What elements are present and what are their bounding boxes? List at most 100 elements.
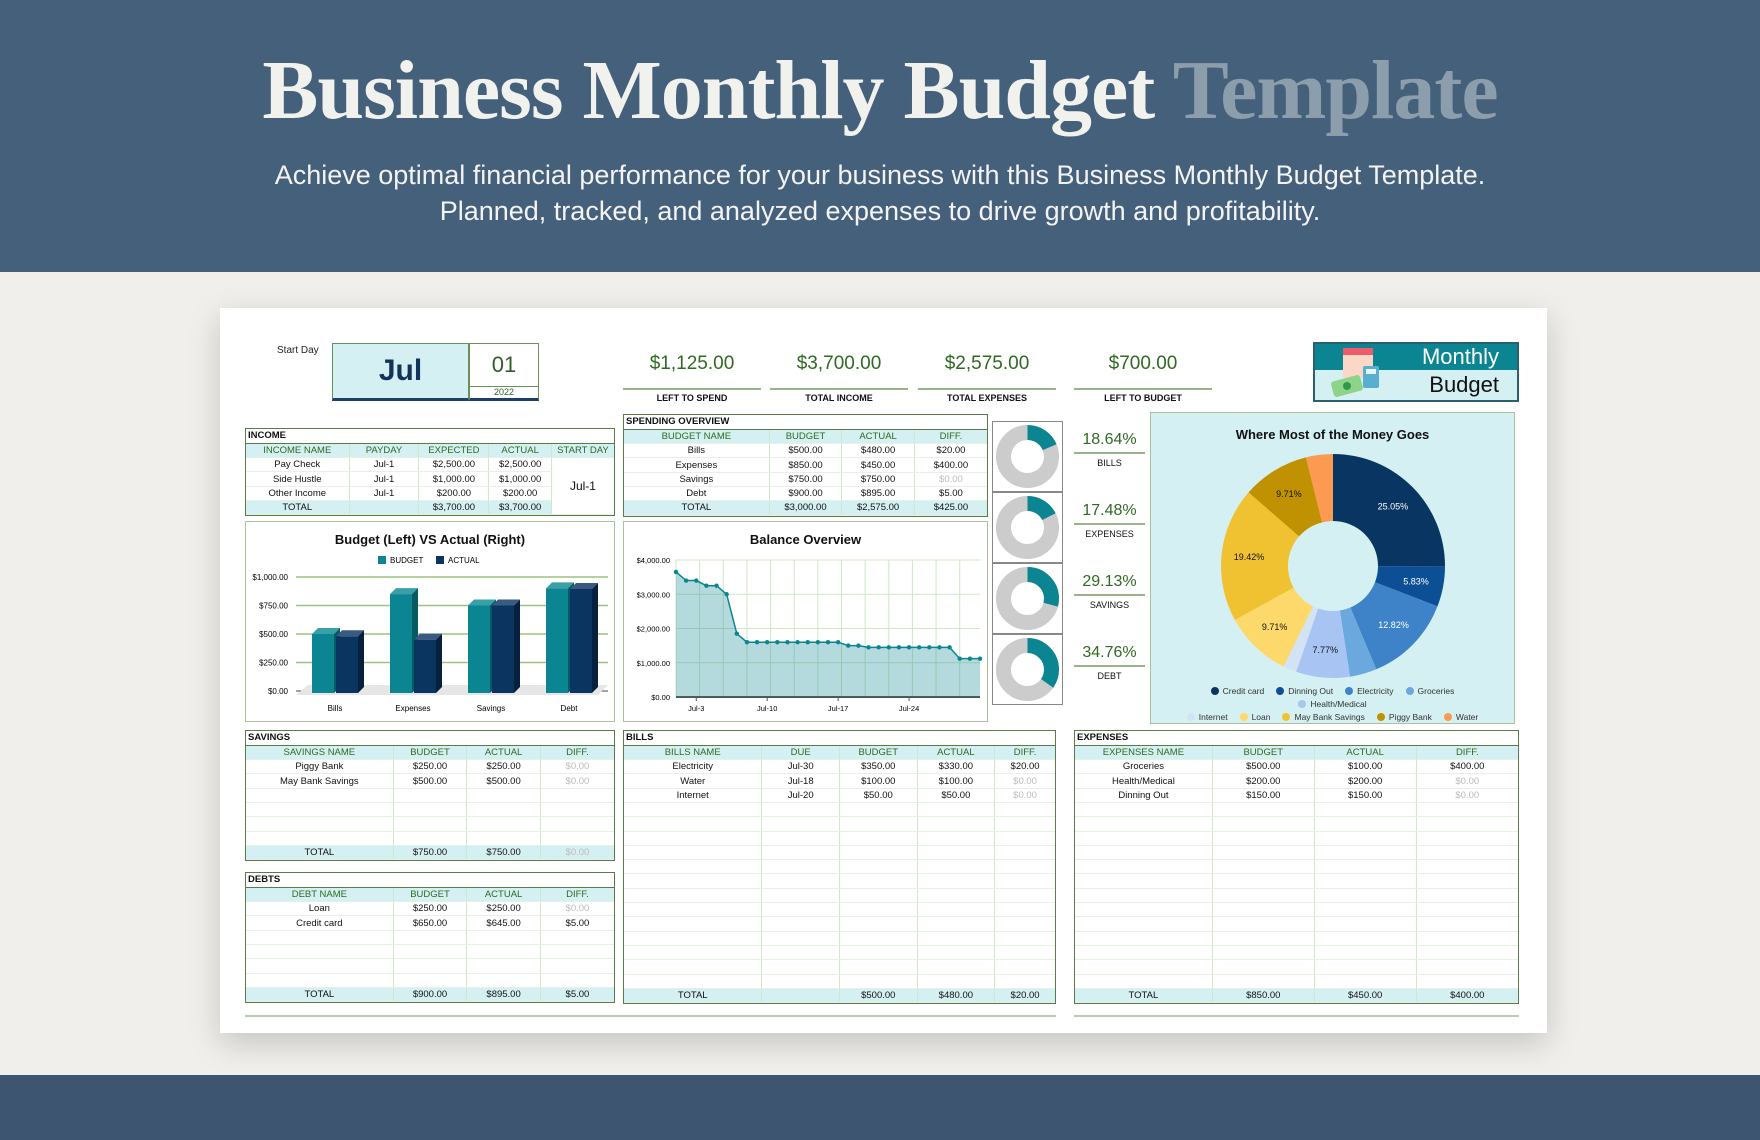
table-cell[interactable]: $2,500.00 — [418, 457, 489, 473]
table-cell[interactable]: $250.00 — [392, 901, 467, 917]
empty-cell[interactable] — [539, 802, 614, 818]
empty-cell[interactable] — [1313, 816, 1417, 832]
empty-cell[interactable] — [1075, 945, 1213, 961]
table-cell[interactable]: $895.00 — [841, 486, 915, 502]
empty-cell[interactable] — [624, 916, 762, 932]
table-row[interactable]: Dinning Out $150.00 $150.00 $0.00 — [1075, 788, 1518, 803]
empty-row[interactable] — [1075, 945, 1518, 961]
balance-point[interactable] — [866, 645, 871, 650]
empty-cell[interactable] — [761, 902, 840, 918]
table-cell[interactable]: $0.00 — [994, 788, 1055, 803]
table-cell[interactable]: $5.00 — [913, 486, 987, 502]
balance-point[interactable] — [683, 578, 689, 583]
empty-row[interactable] — [624, 902, 1055, 918]
balance-point[interactable] — [754, 640, 760, 645]
empty-row[interactable] — [246, 788, 614, 803]
table-cell[interactable]: $500.00 — [1211, 759, 1315, 775]
table-cell[interactable]: $0.00 — [1415, 773, 1518, 789]
pie-slice-loan[interactable] — [1234, 587, 1314, 667]
table-cell[interactable]: $0.00 — [913, 472, 987, 487]
empty-cell[interactable] — [838, 916, 918, 932]
table-cell[interactable]: Jul-20 — [761, 788, 840, 803]
table-cell[interactable]: $150.00 — [1211, 788, 1315, 803]
empty-cell[interactable] — [466, 930, 541, 945]
empty-cell[interactable] — [1075, 873, 1213, 889]
table-cell[interactable]: $50.00 — [916, 788, 995, 803]
table-row[interactable]: May Bank Savings $500.00 $500.00 $0.00 — [246, 773, 614, 789]
empty-cell[interactable] — [994, 859, 1055, 875]
empty-cell[interactable] — [1075, 916, 1213, 932]
empty-row[interactable] — [246, 973, 614, 988]
empty-cell[interactable] — [994, 831, 1055, 846]
table-cell[interactable]: Pay Check — [246, 457, 350, 473]
empty-cell[interactable] — [1415, 931, 1518, 946]
table-cell[interactable]: Health/Medical — [1075, 773, 1213, 789]
empty-cell[interactable] — [994, 945, 1055, 961]
table-cell[interactable]: $850.00 — [768, 457, 842, 473]
empty-cell[interactable] — [624, 873, 762, 889]
empty-cell[interactable] — [624, 816, 762, 832]
empty-cell[interactable] — [761, 831, 840, 846]
empty-cell[interactable] — [1313, 845, 1417, 861]
empty-cell[interactable] — [624, 888, 762, 904]
empty-cell[interactable] — [994, 902, 1055, 918]
balance-point[interactable] — [673, 569, 679, 575]
empty-cell[interactable] — [916, 845, 995, 861]
empty-row[interactable] — [1075, 916, 1518, 932]
empty-cell[interactable] — [1313, 974, 1417, 989]
empty-cell[interactable] — [1313, 916, 1417, 932]
empty-cell[interactable] — [539, 973, 614, 988]
balance-point[interactable] — [896, 645, 902, 650]
empty-cell[interactable] — [1075, 816, 1213, 832]
table-cell[interactable]: Side Hustle — [246, 471, 350, 487]
table-cell[interactable]: Jul-1 — [348, 486, 419, 501]
table-cell[interactable]: $350.00 — [838, 759, 918, 775]
pie-slice-internet[interactable] — [1283, 606, 1319, 672]
empty-cell[interactable] — [539, 816, 614, 832]
table-cell[interactable]: $20.00 — [994, 759, 1055, 775]
empty-cell[interactable] — [246, 816, 394, 832]
table-cell[interactable]: $20.00 — [913, 443, 987, 459]
pie-slice-dinning-out[interactable] — [1374, 566, 1445, 607]
empty-cell[interactable] — [246, 930, 394, 945]
empty-cell[interactable] — [1415, 816, 1518, 832]
table-cell[interactable]: Internet — [624, 788, 762, 803]
table-row[interactable]: Water Jul-18 $100.00 $100.00 $0.00 — [624, 773, 1055, 789]
table-cell[interactable]: Jul-18 — [761, 773, 840, 789]
empty-cell[interactable] — [624, 902, 762, 918]
pie-slice-water[interactable] — [1305, 454, 1333, 523]
table-row[interactable]: Side Hustle Jul-1 $1,000.00 $1,000.00 — [246, 471, 614, 487]
empty-cell[interactable] — [392, 944, 467, 960]
empty-row[interactable] — [1075, 931, 1518, 946]
empty-cell[interactable] — [1415, 974, 1518, 989]
empty-row[interactable] — [624, 945, 1055, 961]
empty-cell[interactable] — [761, 816, 840, 832]
empty-cell[interactable] — [916, 974, 995, 989]
table-cell[interactable]: $0.00 — [539, 759, 614, 775]
table-cell[interactable]: $50.00 — [838, 788, 918, 803]
empty-cell[interactable] — [466, 788, 541, 803]
table-cell[interactable]: $150.00 — [1313, 788, 1417, 803]
empty-cell[interactable] — [1211, 974, 1315, 989]
table-cell[interactable]: Credit card — [246, 915, 394, 931]
table-cell[interactable]: $250.00 — [466, 901, 541, 917]
empty-row[interactable] — [1075, 873, 1518, 889]
empty-row[interactable] — [246, 930, 614, 945]
balance-point[interactable] — [785, 640, 790, 645]
empty-row[interactable] — [246, 944, 614, 960]
table-row[interactable]: Savings $750.00 $750.00 $0.00 — [624, 472, 987, 487]
empty-cell[interactable] — [916, 816, 995, 832]
empty-cell[interactable] — [916, 873, 995, 889]
table-row[interactable]: Other Income Jul-1 $200.00 $200.00 — [246, 486, 614, 501]
empty-cell[interactable] — [916, 859, 995, 875]
empty-cell[interactable] — [761, 959, 840, 975]
empty-cell[interactable] — [1075, 959, 1213, 975]
empty-cell[interactable] — [761, 916, 840, 932]
empty-cell[interactable] — [1313, 802, 1417, 818]
empty-row[interactable] — [246, 802, 614, 818]
empty-cell[interactable] — [838, 959, 918, 975]
empty-cell[interactable] — [994, 873, 1055, 889]
table-cell[interactable]: $250.00 — [392, 759, 467, 775]
pie-slice-may-bank-savings[interactable] — [1221, 492, 1300, 621]
balance-point[interactable] — [825, 640, 831, 645]
